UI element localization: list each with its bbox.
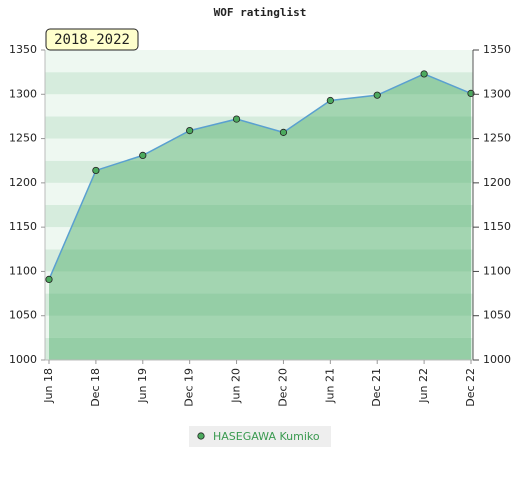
y-tick-label: 1100: [9, 264, 37, 277]
band: [45, 94, 473, 117]
x-tick-label: Jun 22: [417, 368, 430, 404]
y2-tick-label: 1100: [483, 264, 511, 277]
band: [45, 271, 473, 294]
x-tick-label: Dec 18: [89, 368, 102, 407]
band: [45, 160, 473, 183]
band: [45, 249, 473, 272]
y-tick-label: 1000: [9, 353, 37, 366]
legend-label: HASEGAWA Kumiko: [213, 430, 320, 443]
x-tick-label: Jun 20: [230, 368, 243, 404]
y-tick-label: 1250: [9, 132, 37, 145]
point: [373, 91, 381, 99]
y2-tick-label: 1200: [483, 176, 511, 189]
band: [45, 337, 473, 360]
point: [139, 151, 147, 159]
band: [45, 116, 473, 139]
legend-box: [189, 426, 331, 447]
band: [45, 50, 473, 73]
annotation-box: [45, 28, 139, 51]
y-tick-label: 1050: [9, 309, 37, 322]
y2-tick-label: 1000: [483, 353, 511, 366]
background: [45, 50, 473, 360]
area: [49, 73, 471, 361]
point: [420, 70, 428, 78]
band: [45, 138, 473, 161]
point: [45, 275, 53, 283]
x-tick-label: Jun 21: [323, 368, 336, 404]
point: [279, 128, 288, 136]
band: [45, 315, 473, 338]
band: [45, 293, 473, 316]
x-tick-label: Jun 19: [136, 368, 149, 404]
annotation: 2018-2022: [54, 32, 130, 48]
y-tick-label: 1350: [9, 43, 37, 56]
y2-tick-label: 1300: [483, 87, 511, 100]
x-tick-label: Dec 21: [370, 368, 383, 407]
band: [45, 227, 473, 250]
y-tick-label: 1300: [9, 87, 37, 100]
point: [326, 96, 334, 105]
y2-tick-label: 1150: [483, 220, 511, 233]
x-tick-label: Dec 22: [464, 368, 477, 407]
x-tick-label: Dec 19: [183, 368, 196, 407]
band: [45, 72, 473, 95]
point: [92, 166, 100, 175]
x-tick-label: Dec 20: [276, 368, 289, 407]
band: [45, 182, 473, 205]
band: [45, 205, 473, 228]
y-tick-label: 1150: [9, 220, 37, 233]
legend-marker: [197, 432, 205, 440]
x-tick-label: Jun 18: [42, 368, 55, 404]
line: [48, 73, 472, 280]
y2-tick-label: 1250: [483, 132, 511, 145]
y2-tick-label: 1350: [483, 43, 511, 56]
y-tick-label: 1200: [9, 176, 37, 189]
chart-title: WOF ratinglist: [214, 6, 307, 19]
point: [186, 127, 194, 135]
y2-tick-label: 1050: [483, 309, 511, 322]
point: [232, 115, 241, 123]
